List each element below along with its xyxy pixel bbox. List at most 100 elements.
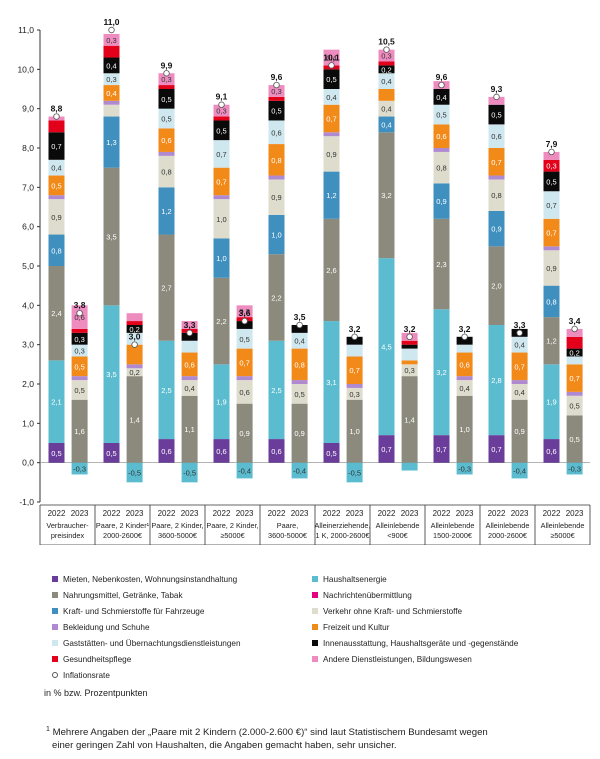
x-group-label: Verbraucher-: [46, 521, 89, 530]
bar-segment-label: 0,5: [491, 111, 501, 120]
x-year-label: 2023: [401, 509, 419, 518]
bar-segment: [456, 344, 473, 353]
x-group-label: Paare,: [277, 521, 299, 530]
bar-segment: [346, 356, 363, 384]
bar-segment-label: 0,3: [349, 390, 359, 399]
legend-swatch-icon: [312, 624, 318, 630]
bar-segment: [488, 325, 505, 436]
bar-segment-label: 1,1: [184, 425, 194, 434]
bar-segment-label: 2,2: [216, 317, 226, 326]
bar-segment-label: 0,6: [161, 447, 171, 456]
inflation-marker: [328, 62, 335, 69]
bar-segment-label: 3,5: [106, 233, 116, 242]
x-year-label: 2022: [213, 509, 231, 518]
bar-total-label: 10,5: [378, 37, 395, 47]
legend-item: Andere Dienstleistungen, Bildungswesen: [312, 653, 572, 665]
bar-segment: [236, 321, 253, 329]
bar-segment-label: 0,4: [326, 93, 336, 102]
bar-segment: [268, 340, 285, 440]
bar-segment-label: 0,7: [546, 229, 556, 238]
bar-segment-label: 0,7: [51, 142, 61, 151]
unit-note: in % bzw. Prozentpunkten: [44, 688, 148, 698]
bar-segment: [181, 376, 198, 381]
bar-segment-label: 0,4: [106, 61, 116, 70]
bar-3: 0,5 3,5 3,5 1,3 0,4 0,3 0,4 0,3 11,0: [103, 17, 120, 463]
bar-segment: [323, 49, 340, 66]
inflation-marker: [406, 333, 413, 340]
bar-segment-label: 0,6: [239, 388, 249, 397]
bar-segment-label: 0,8: [51, 246, 61, 255]
x-group-label: Alleinerziehende,: [315, 521, 371, 530]
x-year-label: 2022: [323, 509, 341, 518]
bar-10: 0,9 0,5 0,8 0,4 -0,4 3,5: [291, 312, 308, 479]
y-tick-label: 11,0: [18, 25, 34, 35]
bar-segment: [71, 344, 88, 357]
bar-segment: [268, 214, 285, 255]
inflation-marker: [548, 148, 555, 156]
inflation-marker: [241, 317, 248, 325]
bar-segment-label: 0,9: [514, 427, 524, 436]
x-group-label: preisindex: [51, 531, 85, 540]
bar-16: 1,0 0,4 0,6 -0,3 3,2: [456, 324, 473, 475]
bar-segment-label: 0,7: [514, 362, 524, 371]
bar-segment-label: 0,8: [161, 168, 171, 177]
bar-segment-label: 0,5: [326, 449, 336, 458]
bar-segment: [543, 364, 560, 440]
bar-segment-label: 0,4: [381, 120, 391, 129]
bar-segment: [401, 360, 418, 365]
bar-segment-label: 2,5: [161, 386, 171, 395]
bar-segment: [268, 179, 285, 215]
bar-segment-label: 0,9: [436, 197, 446, 206]
bar-segment: [268, 96, 285, 101]
bar-total-label: 9,1: [216, 92, 228, 102]
y-tick-label: 8,0: [22, 143, 34, 153]
bar-segment-label: 0,3: [106, 75, 116, 84]
inflation-marker: [186, 329, 193, 337]
legend-swatch-icon: [52, 608, 58, 614]
inflation-marker: [53, 113, 60, 120]
bar-segment-label: 0,5: [51, 181, 61, 190]
inflation-marker: [296, 321, 303, 329]
legend-label: Nachrichtenübermittlung: [323, 590, 412, 600]
bar-17: 0,7 2,8 2,0 0,9 0,8 0,7 0,6 0,5 9,3: [488, 84, 505, 463]
x-group-label: Alleinlebende: [541, 521, 585, 530]
bar-segment-label: 2,6: [326, 266, 336, 275]
bar-segment: [511, 336, 528, 353]
x-year-label: 2023: [566, 509, 584, 518]
bar-segment: [158, 151, 175, 156]
bar-segment: [378, 65, 395, 74]
bar-segment: [433, 435, 450, 463]
bar-segment-label: 0,4: [436, 93, 446, 102]
legend-swatch-icon: [312, 656, 318, 662]
bar-segment: [48, 195, 65, 200]
bars: 0,52,12,40,80,90,50,40,78,81,60,50,50,30…: [48, 17, 583, 483]
bar-segment: [378, 258, 395, 436]
bar-segment-label: 0,2: [129, 368, 139, 377]
bar-segment: [291, 403, 308, 463]
x-group-label: Alleinlebende: [376, 521, 420, 530]
x-year-label: 2023: [71, 509, 89, 518]
bar-segment: [48, 120, 65, 133]
bar-segment-label: 0,7: [216, 177, 226, 186]
bar-segment: [456, 336, 473, 345]
legend-swatch-icon: [52, 592, 58, 598]
bar-segment: [126, 344, 143, 365]
bar-segment-label: 0,6: [74, 313, 84, 322]
bar-segment-label: 0,4: [381, 105, 391, 114]
bar-segment-label: 1,2: [546, 337, 556, 346]
legend-item: Bekleidung und Schuhe: [52, 621, 312, 633]
bar-segment-label: 0,5: [546, 177, 556, 186]
bar-segment: [213, 116, 230, 121]
bar-segment-label: 0,7: [491, 158, 501, 167]
legend-label: Mieten, Nebenkosten, Wohnungsinstandhalt…: [63, 574, 238, 584]
bar-segment-label: -0,5: [348, 469, 361, 478]
bar-segment-label: 0,8: [271, 156, 281, 165]
bar-segment: [268, 120, 285, 145]
bar-segment: [126, 364, 143, 369]
bar-segment-label: 0,4: [381, 77, 391, 86]
x-group-label: 2000-2600€: [103, 531, 142, 540]
bar-segment: [158, 85, 175, 89]
bar-segment-label: 0,7: [381, 445, 391, 454]
footnote-marker: 1: [46, 726, 50, 733]
bar-segment: [566, 328, 583, 337]
